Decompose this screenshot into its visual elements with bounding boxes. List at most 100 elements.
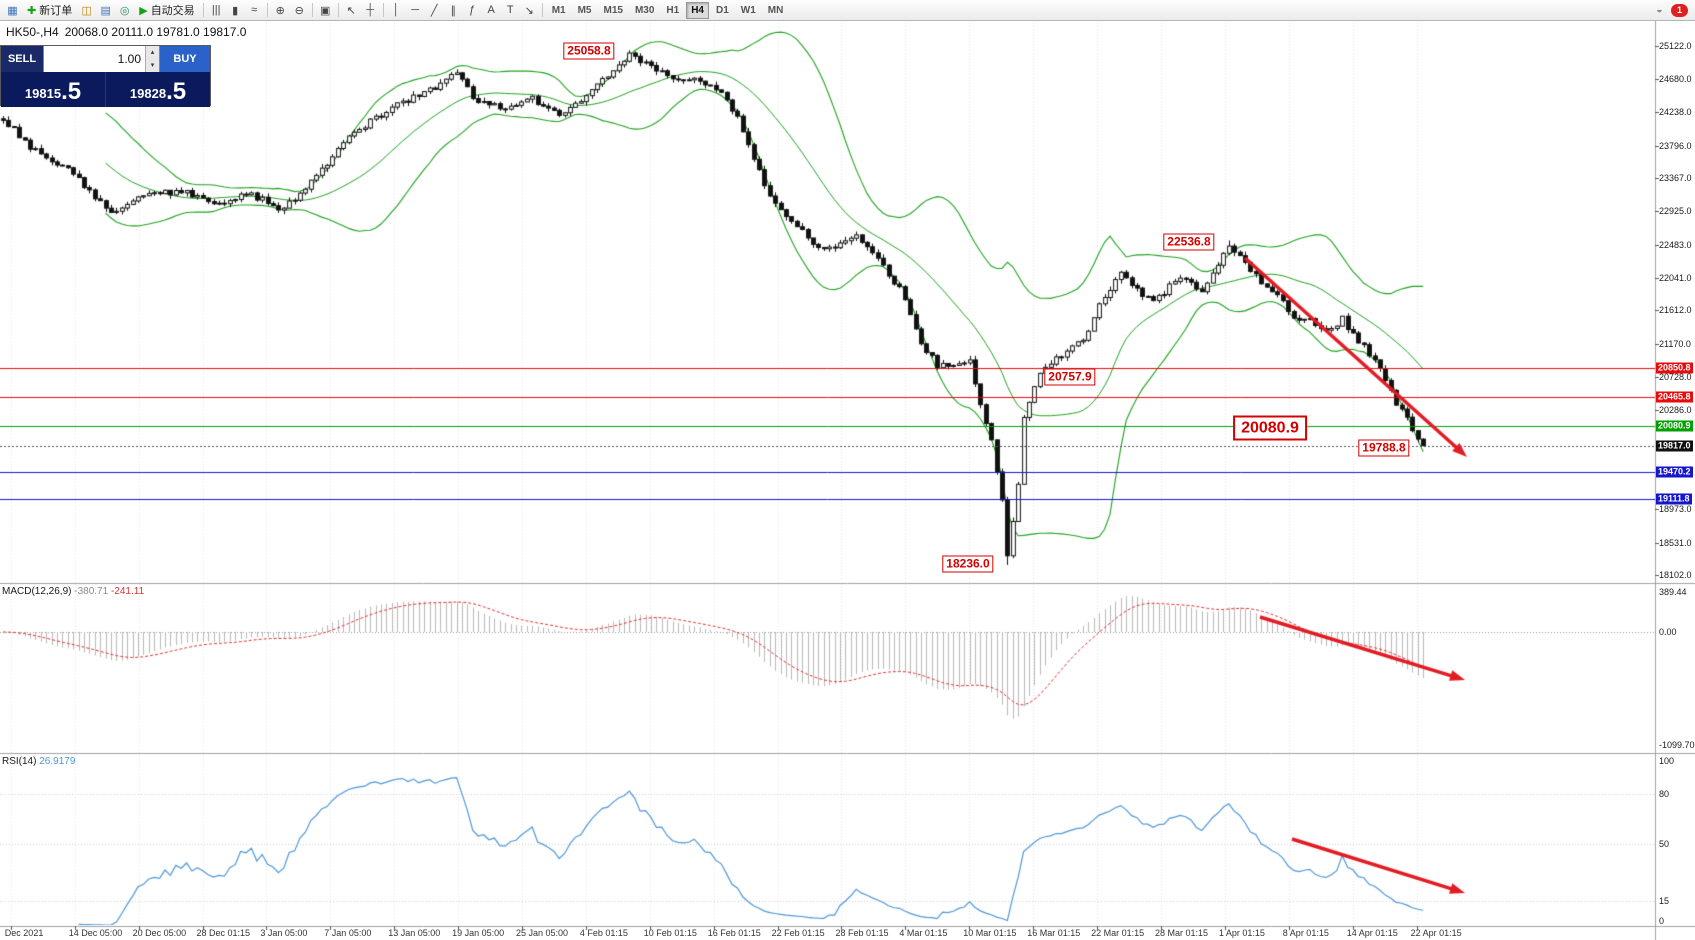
price-annotation[interactable]: 19788.8 <box>1358 439 1410 457</box>
one-click-trading-panel: SELL 1.00 ▴ ▾ BUY 19815.5 19828.5 <box>0 45 211 107</box>
toolbar-separator <box>382 3 384 17</box>
time-label: 19 Jan 05:00 <box>452 928 505 938</box>
price-tick: 22483.0 <box>1659 239 1692 250</box>
price-annotation[interactable]: 20757.9 <box>1044 368 1096 386</box>
time-label: 4 Feb 01:15 <box>579 928 628 938</box>
equidistant-channel-icon[interactable]: ∥ <box>450 4 456 17</box>
new-order-icon: ✚ <box>27 4 37 17</box>
price-annotation[interactable]: 20080.9 <box>1233 415 1307 441</box>
hline-price-label: 19470.2 <box>1656 466 1693 478</box>
zoom-in-icon[interactable]: ⊕ <box>275 4 285 17</box>
hline-price-label: 20850.8 <box>1656 362 1693 374</box>
text-icon[interactable]: A <box>487 4 495 16</box>
toolbar-separator <box>311 3 313 17</box>
buy-button[interactable]: BUY <box>160 46 210 72</box>
sell-button[interactable]: SELL <box>1 46 43 72</box>
time-label: 28 Feb 01:15 <box>835 928 889 938</box>
trade-panel-prices: 19815.5 19828.5 <box>1 72 210 107</box>
timeframe-w1[interactable]: W1 <box>740 4 756 16</box>
time-label: 8 Apr 01:15 <box>1282 928 1329 938</box>
price-tick: 18973.0 <box>1659 504 1692 515</box>
market-watch-icon[interactable]: ◫ <box>81 4 92 17</box>
chart-title: HK50-,H4 20068.0 20111.0 19781.0 19817.0 <box>6 25 246 39</box>
hline-price-label: 20080.9 <box>1656 420 1693 432</box>
timeframe-m15[interactable]: M15 <box>603 4 623 16</box>
zoom-out-icon[interactable]: ⊖ <box>294 4 304 17</box>
auto-trading-icon: ▶ <box>139 4 148 17</box>
auto-trading-button[interactable]: ▶ 自动交易 <box>134 2 199 18</box>
timeframe-d1[interactable]: D1 <box>716 4 729 16</box>
timeframe-h4[interactable]: H4 <box>686 1 709 19</box>
fibonacci-icon[interactable]: ƒ <box>469 4 476 16</box>
volume-up-icon[interactable]: ▴ <box>146 46 159 59</box>
line-chart-icon[interactable]: ≈ <box>251 4 258 16</box>
navigator-icon[interactable]: ◎ <box>119 4 130 17</box>
price-annotation[interactable]: 22536.8 <box>1163 233 1215 251</box>
rsi-indicator-label: RSI(14) 26.9179 <box>2 756 76 767</box>
candlestick-chart-icon[interactable]: ▮ <box>232 4 239 17</box>
toolbar-separator <box>337 3 339 17</box>
volume-stepper[interactable]: ▴ ▾ <box>145 46 159 72</box>
time-label: 7 Jan 05:00 <box>324 928 372 938</box>
notification-badge[interactable]: 1 <box>1671 3 1688 17</box>
price-annotation[interactable]: 25058.8 <box>563 42 615 60</box>
time-label: Dec 2021 <box>4 928 44 938</box>
chat-icon[interactable]: ◒ <box>1656 4 1663 16</box>
timeframe-mn[interactable]: MN <box>767 4 784 16</box>
chart-ohlc-values: 20068.0 20111.0 19781.0 19817.0 <box>64 25 247 39</box>
price-tick: 23367.0 <box>1659 172 1692 183</box>
price-tick: 20728.0 <box>1659 371 1692 382</box>
macd-scale-tick: 0.00 <box>1659 627 1677 637</box>
time-label: 16 Feb 01:15 <box>707 928 761 938</box>
time-label: 22 Mar 01:15 <box>1091 928 1145 938</box>
time-label: 20 Dec 05:00 <box>132 928 187 938</box>
volume-down-icon[interactable]: ▾ <box>146 59 159 72</box>
horizontal-line-icon[interactable]: ─ <box>411 4 420 16</box>
new-chart-icon[interactable]: ▦ <box>7 4 18 17</box>
price-tick: 24680.0 <box>1659 73 1692 84</box>
toolbar-separator <box>541 3 543 17</box>
macd-indicator-label: MACD(12,26,9) -380.71 -241.11 <box>2 586 145 597</box>
time-label: 10 Feb 01:15 <box>643 928 697 938</box>
time-label: 22 Feb 01:15 <box>771 928 825 938</box>
volume-input[interactable]: 1.00 ▴ ▾ <box>43 46 160 72</box>
time-label: 25 Jan 05:00 <box>516 928 569 938</box>
toolbar-separator <box>202 3 204 17</box>
rsi-scale-tick: 15 <box>1659 896 1670 907</box>
rsi-scale-tick: 100 <box>1659 756 1675 766</box>
rsi-scale-tick: 0 <box>1659 916 1665 926</box>
time-label: 14 Dec 05:00 <box>68 928 123 938</box>
time-label: 13 Jan 05:00 <box>388 928 441 938</box>
tile-windows-icon[interactable]: ▣ <box>319 4 331 17</box>
new-order-button[interactable]: ✚ 新订单 <box>22 2 77 18</box>
trendline-icon[interactable]: ╱ <box>430 4 438 17</box>
vertical-line-icon[interactable]: │ <box>392 4 400 16</box>
rsi-scale-tick: 50 <box>1659 838 1670 849</box>
time-label: 10 Mar 01:15 <box>963 928 1017 938</box>
timeframe-m5[interactable]: M5 <box>577 4 592 16</box>
bar-chart-icon[interactable]: ||| <box>211 4 221 16</box>
crosshair-icon[interactable]: ┼ <box>366 4 375 16</box>
price-tick: 25122.0 <box>1659 40 1692 51</box>
text-label-icon[interactable]: T <box>506 4 514 16</box>
cursor-icon[interactable]: ↖ <box>346 4 356 17</box>
sell-price[interactable]: 19815.5 <box>1 72 106 107</box>
price-tick: 24238.0 <box>1659 107 1692 118</box>
current-price-label: 19817.0 <box>1656 440 1693 452</box>
hline-price-label: 19111.8 <box>1656 493 1692 505</box>
timeframe-h1[interactable]: H1 <box>666 4 680 16</box>
arrows-icon[interactable]: ↘ <box>524 4 534 17</box>
price-annotation[interactable]: 18236.0 <box>942 555 994 573</box>
timeframe-m1[interactable]: M1 <box>551 4 566 16</box>
time-label: 4 Mar 01:15 <box>899 928 948 938</box>
buy-price[interactable]: 19828.5 <box>129 78 187 105</box>
timeframe-m30[interactable]: M30 <box>634 4 655 16</box>
time-label: 22 Apr 01:15 <box>1410 928 1462 938</box>
trade-panel-controls: SELL 1.00 ▴ ▾ BUY <box>1 46 210 72</box>
data-window-icon[interactable]: ▤ <box>100 4 111 17</box>
price-tick: 18531.0 <box>1659 537 1692 548</box>
volume-value[interactable]: 1.00 <box>117 52 141 66</box>
rsi-scale-tick: 80 <box>1659 789 1670 799</box>
